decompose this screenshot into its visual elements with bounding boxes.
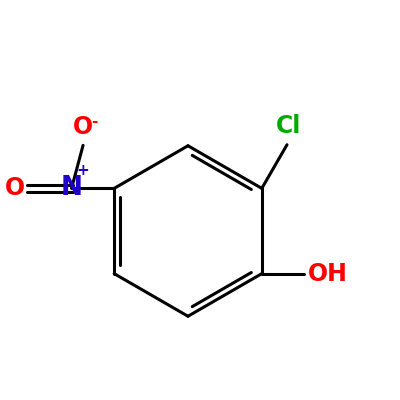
Text: -: - bbox=[92, 114, 98, 129]
Text: N: N bbox=[60, 175, 82, 201]
Text: +: + bbox=[77, 162, 90, 178]
Text: OH: OH bbox=[308, 262, 348, 286]
Text: O: O bbox=[5, 176, 25, 200]
Text: Cl: Cl bbox=[276, 114, 302, 138]
Text: O: O bbox=[73, 115, 93, 139]
